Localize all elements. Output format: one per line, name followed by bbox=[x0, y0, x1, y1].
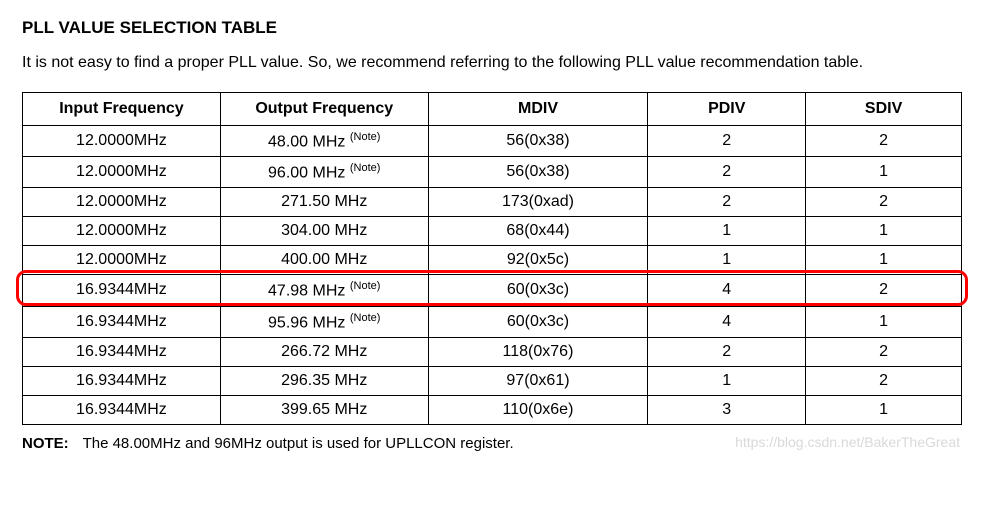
cell-input-freq: 16.9344MHz bbox=[23, 337, 221, 366]
cell-sdiv: 1 bbox=[806, 246, 962, 275]
cell-pdiv: 1 bbox=[648, 246, 806, 275]
cell-pdiv: 1 bbox=[648, 366, 806, 395]
col-header-2: MDIV bbox=[428, 92, 648, 125]
table-row: 12.0000MHz304.00 MHz68(0x44)11 bbox=[23, 217, 962, 246]
cell-output-freq: 271.50 MHz bbox=[220, 188, 428, 217]
cell-mdiv: 97(0x61) bbox=[428, 366, 648, 395]
section-title: PLL VALUE SELECTION TABLE bbox=[22, 18, 964, 38]
cell-sdiv: 1 bbox=[806, 306, 962, 337]
col-header-3: PDIV bbox=[648, 92, 806, 125]
cell-output-freq: 95.96 MHz (Note) bbox=[220, 306, 428, 337]
cell-pdiv: 3 bbox=[648, 395, 806, 424]
col-header-4: SDIV bbox=[806, 92, 962, 125]
col-header-0: Input Frequency bbox=[23, 92, 221, 125]
cell-output-freq: 266.72 MHz bbox=[220, 337, 428, 366]
cell-pdiv: 2 bbox=[648, 337, 806, 366]
cell-pdiv: 2 bbox=[648, 188, 806, 217]
cell-mdiv: 110(0x6e) bbox=[428, 395, 648, 424]
cell-output-freq: 96.00 MHz (Note) bbox=[220, 156, 428, 187]
cell-mdiv: 56(0x38) bbox=[428, 156, 648, 187]
cell-input-freq: 12.0000MHz bbox=[23, 125, 221, 156]
footnote: NOTE: The 48.00MHz and 96MHz output is u… bbox=[22, 435, 964, 452]
cell-sdiv: 2 bbox=[806, 125, 962, 156]
cell-pdiv: 2 bbox=[648, 125, 806, 156]
pll-table: Input FrequencyOutput FrequencyMDIVPDIVS… bbox=[22, 92, 962, 425]
cell-mdiv: 60(0x3c) bbox=[428, 306, 648, 337]
cell-sdiv: 1 bbox=[806, 156, 962, 187]
note-superscript: (Note) bbox=[350, 162, 381, 174]
table-row: 12.0000MHz271.50 MHz173(0xad)22 bbox=[23, 188, 962, 217]
cell-output-freq: 47.98 MHz (Note) bbox=[220, 275, 428, 306]
table-row: 16.9344MHz266.72 MHz118(0x76)22 bbox=[23, 337, 962, 366]
cell-input-freq: 16.9344MHz bbox=[23, 366, 221, 395]
table-row: 16.9344MHz47.98 MHz (Note)60(0x3c)42 bbox=[23, 275, 962, 306]
intro-paragraph: It is not easy to find a proper PLL valu… bbox=[22, 52, 964, 74]
note-superscript: (Note) bbox=[350, 131, 381, 143]
cell-output-freq: 48.00 MHz (Note) bbox=[220, 125, 428, 156]
cell-mdiv: 118(0x76) bbox=[428, 337, 648, 366]
table-row: 16.9344MHz296.35 MHz97(0x61)12 bbox=[23, 366, 962, 395]
cell-sdiv: 2 bbox=[806, 275, 962, 306]
table-header-row: Input FrequencyOutput FrequencyMDIVPDIVS… bbox=[23, 92, 962, 125]
cell-input-freq: 12.0000MHz bbox=[23, 188, 221, 217]
cell-input-freq: 16.9344MHz bbox=[23, 306, 221, 337]
cell-pdiv: 4 bbox=[648, 306, 806, 337]
table-row: 16.9344MHz399.65 MHz110(0x6e)31 bbox=[23, 395, 962, 424]
cell-sdiv: 2 bbox=[806, 337, 962, 366]
cell-output-freq: 304.00 MHz bbox=[220, 217, 428, 246]
footnote-text: The 48.00MHz and 96MHz output is used fo… bbox=[83, 435, 514, 452]
cell-input-freq: 12.0000MHz bbox=[23, 156, 221, 187]
footnote-label: NOTE: bbox=[22, 435, 69, 452]
table-row: 16.9344MHz95.96 MHz (Note)60(0x3c)41 bbox=[23, 306, 962, 337]
cell-sdiv: 2 bbox=[806, 188, 962, 217]
cell-pdiv: 4 bbox=[648, 275, 806, 306]
cell-input-freq: 16.9344MHz bbox=[23, 275, 221, 306]
cell-mdiv: 173(0xad) bbox=[428, 188, 648, 217]
cell-mdiv: 68(0x44) bbox=[428, 217, 648, 246]
cell-output-freq: 296.35 MHz bbox=[220, 366, 428, 395]
table-row: 12.0000MHz96.00 MHz (Note)56(0x38)21 bbox=[23, 156, 962, 187]
cell-input-freq: 12.0000MHz bbox=[23, 246, 221, 275]
cell-sdiv: 1 bbox=[806, 395, 962, 424]
table-row: 12.0000MHz48.00 MHz (Note)56(0x38)22 bbox=[23, 125, 962, 156]
cell-mdiv: 60(0x3c) bbox=[428, 275, 648, 306]
cell-output-freq: 400.00 MHz bbox=[220, 246, 428, 275]
col-header-1: Output Frequency bbox=[220, 92, 428, 125]
cell-pdiv: 2 bbox=[648, 156, 806, 187]
cell-sdiv: 1 bbox=[806, 217, 962, 246]
cell-input-freq: 12.0000MHz bbox=[23, 217, 221, 246]
note-superscript: (Note) bbox=[350, 280, 381, 292]
cell-mdiv: 56(0x38) bbox=[428, 125, 648, 156]
cell-sdiv: 2 bbox=[806, 366, 962, 395]
note-superscript: (Note) bbox=[350, 312, 381, 324]
cell-mdiv: 92(0x5c) bbox=[428, 246, 648, 275]
cell-output-freq: 399.65 MHz bbox=[220, 395, 428, 424]
cell-pdiv: 1 bbox=[648, 217, 806, 246]
cell-input-freq: 16.9344MHz bbox=[23, 395, 221, 424]
table-row: 12.0000MHz400.00 MHz92(0x5c)11 bbox=[23, 246, 962, 275]
